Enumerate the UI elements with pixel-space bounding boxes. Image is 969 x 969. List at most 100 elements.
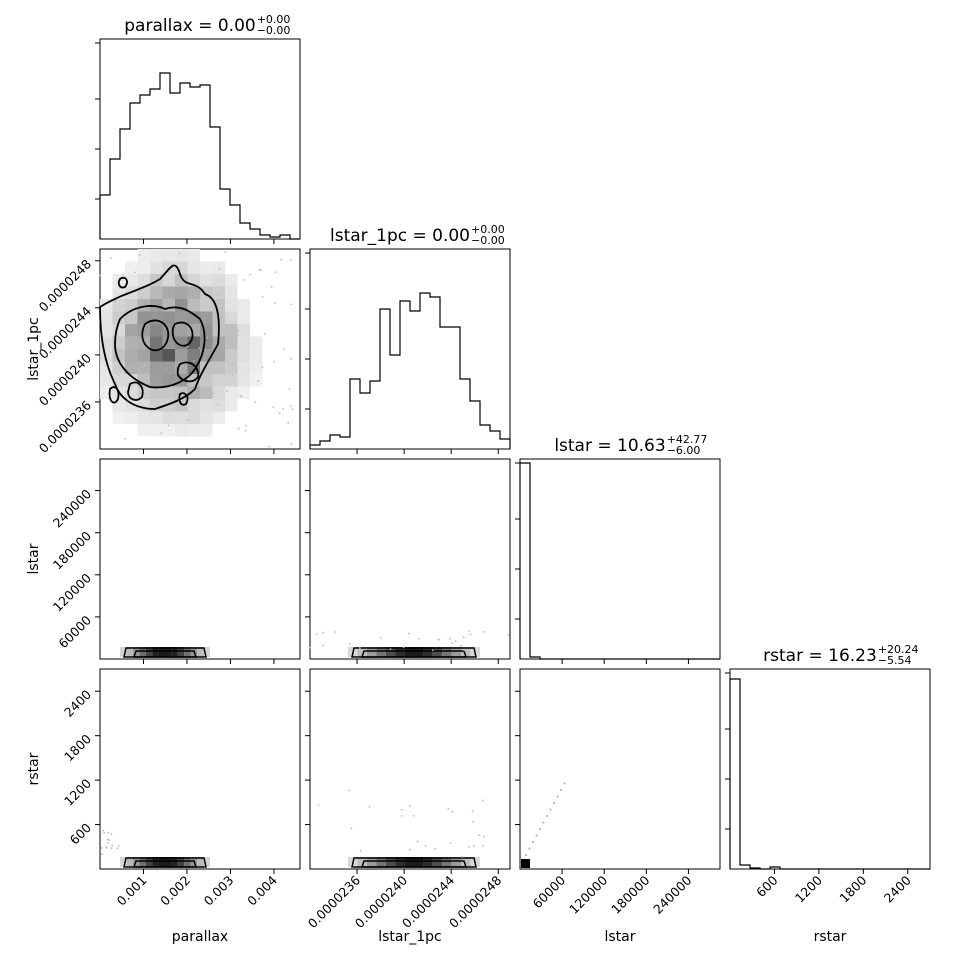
sample-point [237,329,240,332]
y-tick-label-rstar: 1800 [61,731,94,764]
title-parallax: parallax = 0.00 [124,16,255,36]
sample-point [368,805,371,808]
density-cell [187,286,200,299]
rstar-vs-lstar1pc-density [357,857,367,867]
sample-point [111,844,114,847]
sample-point [451,642,454,644]
density-cell [150,424,163,437]
sample-point [193,359,195,362]
x-tick-label-lstar: 120000 [566,872,610,916]
density-cell [225,374,238,387]
density-cell [237,311,250,324]
sample-point [482,630,485,633]
y-axis-label-rstar: rstar [26,752,42,785]
rstar-vs-parallax-density [177,857,185,867]
density-cell [187,399,200,412]
sample-point [560,789,562,791]
rstar-vs-parallax-density [171,857,178,867]
density-cell [250,336,263,349]
density-cell [200,324,213,337]
sample-point [322,644,324,647]
sample-point [134,271,136,274]
sample-point [447,808,450,810]
x-axis-label-rstar: rstar [814,929,847,945]
sample-point [116,847,119,850]
histogram-lstar [519,462,720,660]
contour-line [117,276,128,289]
lstar-vs-parallax-density [197,647,204,657]
sample-point [216,403,219,406]
sample-point [254,400,257,403]
density-cell [175,349,188,362]
sample-point [117,373,120,376]
title-minus-lstar: −6.00 [667,444,701,457]
sample-point [309,646,312,649]
density-cell [237,361,250,374]
x-axis-label-lstar_1pc: lstar_1pc [378,929,442,945]
sample-point [483,835,485,838]
density-cell [175,311,188,324]
sample-point [236,334,239,337]
sample-point [224,251,227,254]
rstar-vs-parallax-density [184,857,191,867]
density-cell [200,386,213,399]
density-cell [250,361,263,374]
density-cell [212,261,225,274]
sample-point [287,422,290,424]
sample-point [478,834,480,836]
title-plus-parallax: +0.00 [257,13,291,26]
density-cell [187,336,200,349]
x-tick-label-rstar: 1200 [792,872,825,905]
density-cell [225,361,238,374]
title-lstar_1pc: lstar_1pc = 0.00 [330,226,470,246]
density-cell [150,249,163,262]
density-cell [112,399,125,412]
sample-point [460,645,462,647]
lstar-vs-parallax-density [158,647,165,657]
lstar-vs-parallax-density [184,647,191,657]
sample-point [138,254,141,256]
sample-point [291,408,294,411]
density-cell [175,286,188,299]
density-cell [200,374,213,387]
sample-point [110,256,112,259]
x-tick-label-parallax: 0.002 [157,873,193,909]
density-cell [100,324,113,337]
sample-point [407,632,410,635]
density-cell [137,286,150,299]
sample-point [226,390,228,393]
sample-point [239,394,242,397]
y-tick-label-lstar: 120000 [50,570,94,614]
contour-line [99,264,220,410]
sample-point [349,642,351,645]
sample-point [244,425,247,427]
title-plus-lstar_1pc: +0.00 [471,223,505,236]
sample-point [244,429,247,432]
lstar-vs-lstar1pc-density [357,647,367,657]
density-cell [150,324,163,337]
rstar-vs-parallax-density [139,857,146,867]
contour-line [108,386,120,404]
histogram-lstar_1pc [309,292,511,449]
density-cell [225,311,238,324]
density-cell [162,374,175,387]
x-tick-label-lstar: 180000 [608,872,652,916]
rstar-vs-parallax-density [120,857,127,867]
density-cell [137,311,150,324]
density-cell [112,311,125,324]
density-cell [212,399,225,412]
rstar-vs-parallax-contour [132,860,198,868]
sample-point [257,380,260,382]
sample-point [237,427,240,430]
density-cell [225,386,238,399]
density-cell [125,349,138,362]
y-tick-label-lstar: 60000 [55,612,94,651]
y-tick-label-rstar: 2400 [61,687,94,720]
sample-point [539,828,541,830]
lstar-vs-parallax-density [165,647,172,657]
sample-point [160,432,163,435]
sample-point [401,815,403,817]
sample-point [273,302,276,305]
density-cell [237,349,250,362]
panel-rstar-vs-rstar [729,668,931,870]
